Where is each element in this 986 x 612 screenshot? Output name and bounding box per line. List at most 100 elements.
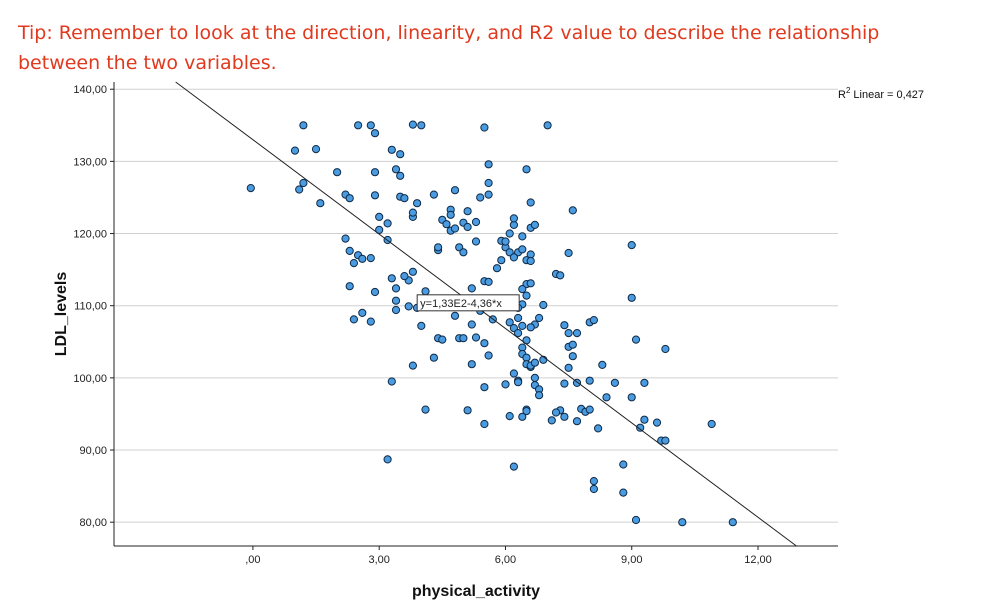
- scatter-point: [568, 352, 577, 361]
- scatter-point: [484, 351, 493, 360]
- scatter-point: [345, 246, 354, 255]
- scatter-point: [366, 317, 375, 326]
- x-tick-label: 3,00: [368, 554, 389, 566]
- scatter-point: [246, 184, 255, 193]
- scatter-point: [509, 214, 519, 223]
- scatter-point: [467, 320, 476, 329]
- scatter-point: [463, 207, 472, 216]
- tick-labels: 80,00 90,00 100,00 110,00 120,00 130,00 140,00…: [73, 84, 771, 566]
- y-tick-label: 120,00: [73, 229, 107, 241]
- scatter-point: [387, 274, 396, 283]
- scatter-point: [471, 217, 481, 227]
- scatter-point: [585, 376, 594, 385]
- scatter-point: [408, 267, 417, 276]
- scatter-point: [467, 360, 476, 369]
- scatter-point: [442, 220, 451, 229]
- scatter-point: [518, 321, 527, 330]
- scatter-point: [640, 378, 649, 387]
- scatter-point: [551, 408, 561, 417]
- y-tick-label: 90,00: [79, 445, 107, 457]
- y-tick-label: 140,00: [73, 84, 107, 96]
- scatter-point: [421, 405, 430, 414]
- scatter-point: [413, 199, 422, 208]
- scatter-point: [619, 488, 628, 497]
- scatter-point: [640, 415, 649, 424]
- x-tick-label: 12,00: [744, 554, 772, 566]
- scatter-point: [391, 165, 401, 174]
- scatter-point: [509, 369, 519, 378]
- scatter-point: [421, 287, 430, 296]
- scatter-point: [391, 296, 401, 305]
- scatter-point: [535, 391, 544, 400]
- scatter-point: [518, 412, 527, 421]
- scatter-point: [366, 254, 375, 263]
- scatter-point: [400, 272, 409, 281]
- scatter-point: [572, 329, 582, 338]
- scatter-point: [530, 220, 540, 229]
- scatter-point: [631, 335, 641, 344]
- tip-text: Tip: Remember to look at the direction, …: [18, 18, 968, 78]
- scatter-point: [467, 284, 476, 293]
- x-tick-label: 6,00: [495, 554, 516, 566]
- scatter-point: [589, 484, 599, 494]
- scatter-point: [345, 282, 354, 291]
- scatter-point: [514, 313, 523, 323]
- tip-line-2: between the two variables.: [18, 52, 277, 74]
- scatter-point: [678, 518, 687, 527]
- scatter-point: [564, 329, 573, 338]
- y-tick-label: 130,00: [73, 156, 107, 168]
- scatter-point: [518, 232, 527, 241]
- grid-lines: [114, 88, 838, 523]
- scatter-point: [299, 178, 308, 188]
- scatter-point: [396, 171, 405, 180]
- scatter-point: [572, 417, 582, 426]
- scatter-point: [345, 194, 354, 203]
- scatter-point: [505, 318, 514, 327]
- scatter-point: [484, 277, 493, 286]
- scatter-point: [539, 300, 548, 310]
- tip-line-1: Tip: Remember to look at the direction, …: [18, 22, 880, 44]
- scatter-point: [568, 206, 577, 215]
- scatter-point: [463, 406, 472, 415]
- equation-label: y=1,33E2-4,36*x: [420, 298, 502, 310]
- scatter-point: [480, 123, 489, 132]
- scatter-point: [509, 253, 519, 262]
- axes: [113, 82, 838, 547]
- scatter-point: [459, 334, 468, 343]
- scatter-point: [627, 293, 636, 302]
- x-axis-title: physical_activity: [412, 583, 540, 600]
- scatter-point: [408, 361, 417, 370]
- scatter-point: [707, 419, 716, 429]
- scatter-point: [560, 412, 569, 421]
- scatter-point: [535, 313, 544, 323]
- scatter-point: [547, 416, 556, 425]
- scatter-point: [530, 373, 540, 382]
- scatter-point: [387, 377, 396, 386]
- scatter-point: [383, 219, 392, 228]
- scatter-point: [471, 237, 481, 246]
- scatter-point: [480, 339, 489, 348]
- scatter-point: [509, 462, 519, 471]
- scatter-point: [480, 419, 489, 429]
- scatter-point: [354, 121, 363, 130]
- scatter-point: [522, 165, 531, 174]
- scatter-point: [450, 311, 460, 320]
- scatter-point: [471, 333, 481, 342]
- scatter-point: [480, 383, 489, 392]
- r2-value: Linear = 0,427: [853, 89, 924, 101]
- scatter-point: [505, 229, 514, 238]
- scatter-point: [417, 321, 426, 330]
- y-axis-title: LDL_levels: [53, 272, 70, 357]
- scatter-point: [311, 145, 321, 154]
- scatter-point: [484, 190, 493, 199]
- scatter-point: [391, 305, 401, 315]
- scatter-point: [341, 234, 350, 243]
- scatter-point: [492, 264, 502, 273]
- x-tick-label: ,00: [245, 554, 260, 566]
- scatter-point: [530, 358, 540, 367]
- scatter-point: [484, 178, 493, 188]
- scatter-point: [661, 344, 670, 354]
- fit-line-group: y=1,33E2-4,36*x: [175, 81, 797, 547]
- scatter-point: [610, 378, 620, 387]
